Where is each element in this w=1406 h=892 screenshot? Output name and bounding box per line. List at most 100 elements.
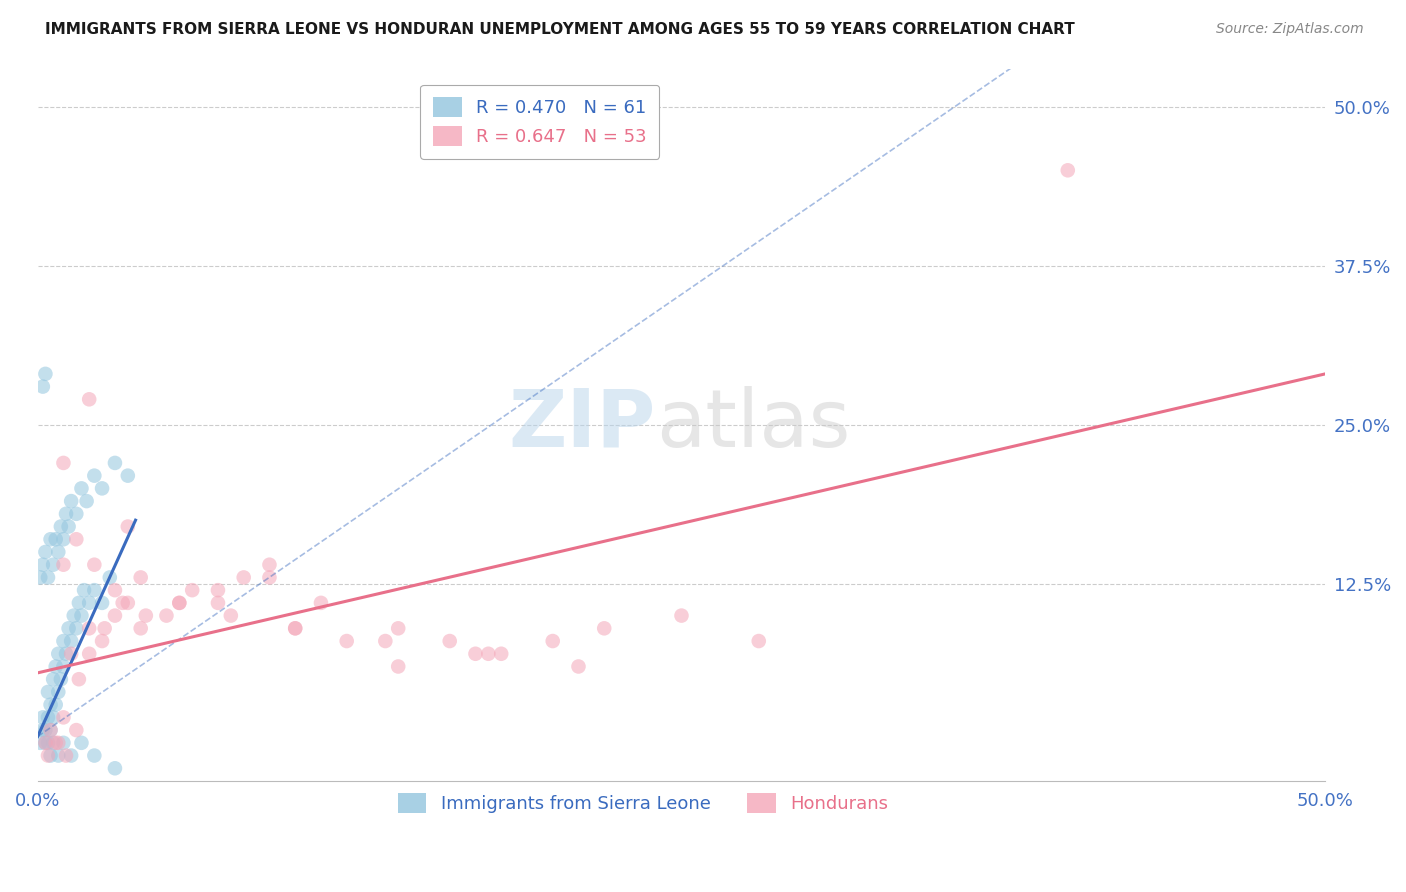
Point <box>37 685 59 699</box>
Point <box>93 621 115 635</box>
Point <box>37 570 59 584</box>
Point <box>259 570 281 584</box>
Point <box>39 723 62 738</box>
Point <box>52 634 75 648</box>
Point <box>39 723 62 738</box>
Point <box>42 558 65 572</box>
Point <box>464 647 486 661</box>
Point <box>45 659 67 673</box>
Point <box>259 558 281 572</box>
Point <box>52 456 75 470</box>
Point <box>31 710 53 724</box>
Point <box>49 672 72 686</box>
Point <box>73 583 96 598</box>
Point <box>30 736 52 750</box>
Point <box>541 634 564 648</box>
Point <box>65 533 87 547</box>
Point <box>98 570 121 584</box>
Point <box>52 558 75 572</box>
Point <box>748 634 770 648</box>
Point <box>155 608 177 623</box>
Point <box>83 583 105 598</box>
Point <box>65 621 87 635</box>
Point <box>70 608 93 623</box>
Point <box>181 583 204 598</box>
Point <box>55 748 77 763</box>
Point <box>37 748 59 763</box>
Point <box>671 608 693 623</box>
Point <box>593 621 616 635</box>
Point <box>45 533 67 547</box>
Point <box>31 379 53 393</box>
Point <box>60 494 83 508</box>
Text: IMMIGRANTS FROM SIERRA LEONE VS HONDURAN UNEMPLOYMENT AMONG AGES 55 TO 59 YEARS : IMMIGRANTS FROM SIERRA LEONE VS HONDURAN… <box>45 22 1074 37</box>
Point <box>83 748 105 763</box>
Point <box>39 533 62 547</box>
Point <box>111 596 134 610</box>
Point <box>60 748 83 763</box>
Point <box>34 367 56 381</box>
Point <box>42 736 65 750</box>
Point <box>42 710 65 724</box>
Point <box>219 608 242 623</box>
Point <box>374 634 396 648</box>
Point <box>46 748 69 763</box>
Text: Source: ZipAtlas.com: Source: ZipAtlas.com <box>1216 22 1364 37</box>
Point <box>46 647 69 661</box>
Point <box>42 672 65 686</box>
Point <box>49 519 72 533</box>
Point <box>91 596 114 610</box>
Point <box>169 596 191 610</box>
Point <box>91 634 114 648</box>
Point <box>77 647 100 661</box>
Point <box>284 621 307 635</box>
Point <box>52 710 75 724</box>
Point <box>1056 163 1078 178</box>
Point <box>135 608 157 623</box>
Point <box>77 392 100 407</box>
Point <box>30 570 52 584</box>
Text: atlas: atlas <box>655 385 851 464</box>
Point <box>83 558 105 572</box>
Point <box>129 621 152 635</box>
Point <box>45 698 67 712</box>
Point <box>439 634 461 648</box>
Point <box>284 621 307 635</box>
Point <box>62 608 84 623</box>
Point <box>67 596 90 610</box>
Point <box>52 736 75 750</box>
Point <box>52 659 75 673</box>
Point <box>387 659 409 673</box>
Point <box>34 723 56 738</box>
Point <box>77 596 100 610</box>
Point <box>76 494 98 508</box>
Legend: Immigrants from Sierra Leone, Hondurans: Immigrants from Sierra Leone, Hondurans <box>385 780 901 825</box>
Point <box>567 659 589 673</box>
Point <box>65 507 87 521</box>
Point <box>104 608 127 623</box>
Point <box>65 723 87 738</box>
Point <box>207 596 229 610</box>
Point <box>31 558 53 572</box>
Point <box>91 482 114 496</box>
Point <box>232 570 254 584</box>
Point <box>45 736 67 750</box>
Point <box>70 482 93 496</box>
Point <box>31 723 53 738</box>
Point <box>83 468 105 483</box>
Point <box>336 634 359 648</box>
Point <box>34 736 56 750</box>
Point <box>477 647 499 661</box>
Point <box>39 748 62 763</box>
Point <box>46 545 69 559</box>
Point <box>58 621 80 635</box>
Point <box>58 519 80 533</box>
Point <box>117 596 139 610</box>
Point <box>489 647 512 661</box>
Point <box>67 672 90 686</box>
Point <box>70 736 93 750</box>
Point <box>46 685 69 699</box>
Text: ZIP: ZIP <box>509 385 655 464</box>
Point <box>104 761 127 775</box>
Point <box>34 545 56 559</box>
